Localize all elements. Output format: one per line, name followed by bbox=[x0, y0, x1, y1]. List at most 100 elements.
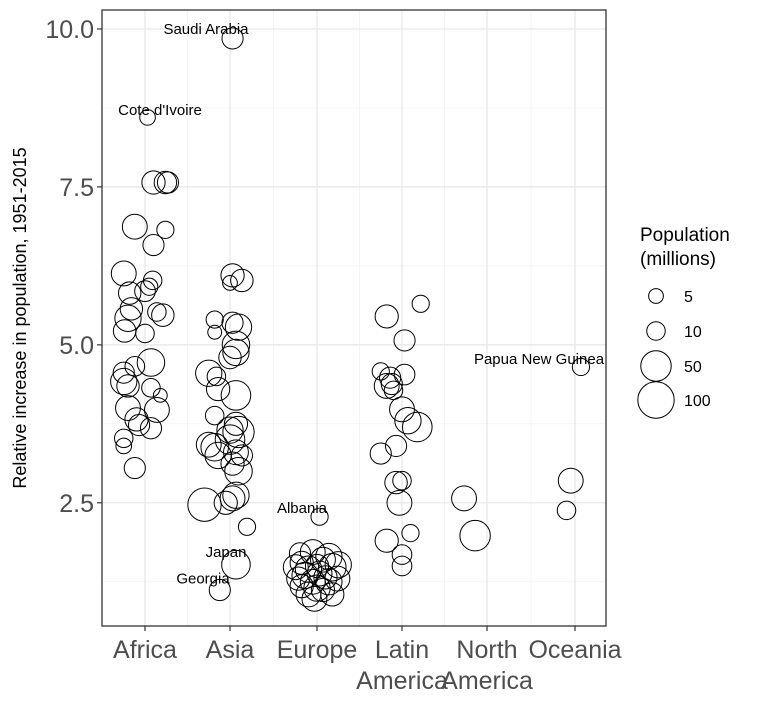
y-tick-label: 5.0 bbox=[59, 332, 94, 360]
y-tick-label: 2.5 bbox=[59, 490, 94, 518]
data-point bbox=[310, 507, 329, 526]
data-point bbox=[320, 582, 345, 607]
data-point bbox=[112, 361, 135, 384]
legend-title: Population (millions) bbox=[640, 225, 730, 270]
data-point bbox=[394, 407, 422, 435]
data-point bbox=[392, 470, 412, 491]
data-point bbox=[195, 431, 222, 458]
plot-panel: Saudi Arabia Cote d'Ivoire Papua New Guine… bbox=[45, 9, 622, 695]
data-point bbox=[156, 171, 180, 194]
data-point bbox=[221, 549, 251, 580]
data-point bbox=[143, 396, 170, 423]
data-point bbox=[371, 362, 390, 381]
gridlines bbox=[102, 10, 606, 626]
annotation-label: Cote d'Ivoire bbox=[118, 102, 202, 119]
data-point bbox=[114, 304, 142, 332]
data-point bbox=[134, 280, 156, 302]
data-point bbox=[119, 297, 144, 321]
y-tick-label: 10.0 bbox=[45, 16, 94, 44]
data-point bbox=[153, 170, 178, 195]
legend-entry: 50 bbox=[640, 350, 702, 382]
legend-entry: 5 bbox=[648, 288, 693, 306]
data-point bbox=[141, 378, 161, 398]
x-tick-label: Latin America bbox=[356, 636, 448, 695]
annotation-label: Japan bbox=[206, 544, 247, 561]
data-point bbox=[208, 578, 231, 602]
annotation-label: Georgia bbox=[176, 571, 230, 588]
data-point bbox=[222, 275, 238, 291]
data-point bbox=[571, 357, 591, 377]
data-point bbox=[315, 568, 343, 596]
data-point bbox=[121, 213, 148, 240]
annotations: Saudi Arabia Cote d'Ivoire Papua New Guine… bbox=[118, 21, 605, 588]
data-point bbox=[451, 485, 477, 512]
data-point bbox=[195, 359, 223, 387]
data-point bbox=[391, 555, 413, 577]
data-point bbox=[220, 451, 245, 476]
data-point bbox=[393, 363, 416, 386]
x-tick-label: Africa bbox=[113, 636, 177, 664]
data-point bbox=[140, 277, 159, 296]
legend-key bbox=[637, 381, 675, 419]
data-point bbox=[152, 387, 168, 403]
data-point bbox=[303, 574, 331, 602]
data-point bbox=[204, 405, 225, 426]
data-point bbox=[151, 303, 175, 327]
data-point bbox=[310, 546, 336, 573]
annotation-label: Saudi Arabia bbox=[163, 21, 249, 38]
legend: Population (millions) 5 10 50 100 bbox=[637, 225, 730, 419]
x-tick-label: North America bbox=[441, 636, 533, 695]
data-point bbox=[123, 456, 146, 480]
legend-key bbox=[640, 350, 672, 382]
legend-key bbox=[646, 321, 666, 341]
data-point bbox=[393, 329, 416, 352]
legend-entry: 10 bbox=[646, 321, 702, 341]
data-point bbox=[282, 554, 309, 581]
data-point bbox=[139, 109, 156, 126]
data-point bbox=[402, 411, 433, 443]
data-point bbox=[221, 311, 244, 334]
data-point bbox=[380, 372, 403, 396]
data-point bbox=[223, 411, 249, 436]
data-point bbox=[141, 170, 166, 195]
annotation-label: Papua New Guinea bbox=[474, 351, 605, 368]
data-point bbox=[214, 424, 246, 455]
data-point bbox=[411, 294, 430, 313]
data-point bbox=[288, 542, 312, 565]
legend-entry: 100 bbox=[637, 381, 711, 419]
data-point bbox=[216, 416, 244, 444]
x-tick-label: Asia bbox=[206, 636, 255, 664]
data-point bbox=[218, 345, 242, 370]
data-point bbox=[324, 551, 352, 579]
data-point bbox=[369, 442, 392, 465]
data-point bbox=[221, 330, 251, 360]
legend-label: 5 bbox=[684, 289, 693, 306]
data-point bbox=[557, 467, 584, 494]
data-point bbox=[384, 434, 408, 458]
data-point bbox=[127, 414, 151, 437]
data-point bbox=[213, 490, 238, 515]
data-point bbox=[205, 376, 231, 402]
data-point bbox=[386, 489, 413, 516]
data-point bbox=[156, 220, 175, 239]
data-point bbox=[187, 487, 222, 522]
data-point bbox=[136, 348, 166, 377]
data-point bbox=[110, 367, 138, 396]
data-point bbox=[124, 356, 146, 377]
x-tick-label: Oceania bbox=[528, 636, 621, 664]
data-point bbox=[556, 500, 577, 521]
legend-label: 10 bbox=[684, 324, 702, 341]
legend-label: 50 bbox=[684, 359, 702, 376]
data-point bbox=[207, 324, 223, 340]
data-point bbox=[110, 260, 137, 287]
data-point bbox=[220, 380, 252, 411]
data-point bbox=[384, 470, 408, 495]
y-tick-label: 7.5 bbox=[59, 174, 94, 202]
data-point bbox=[313, 565, 338, 590]
data-point bbox=[222, 415, 255, 449]
legend-key bbox=[648, 288, 664, 304]
data-point bbox=[374, 528, 399, 553]
data-point bbox=[221, 27, 244, 50]
data-point bbox=[115, 437, 133, 455]
